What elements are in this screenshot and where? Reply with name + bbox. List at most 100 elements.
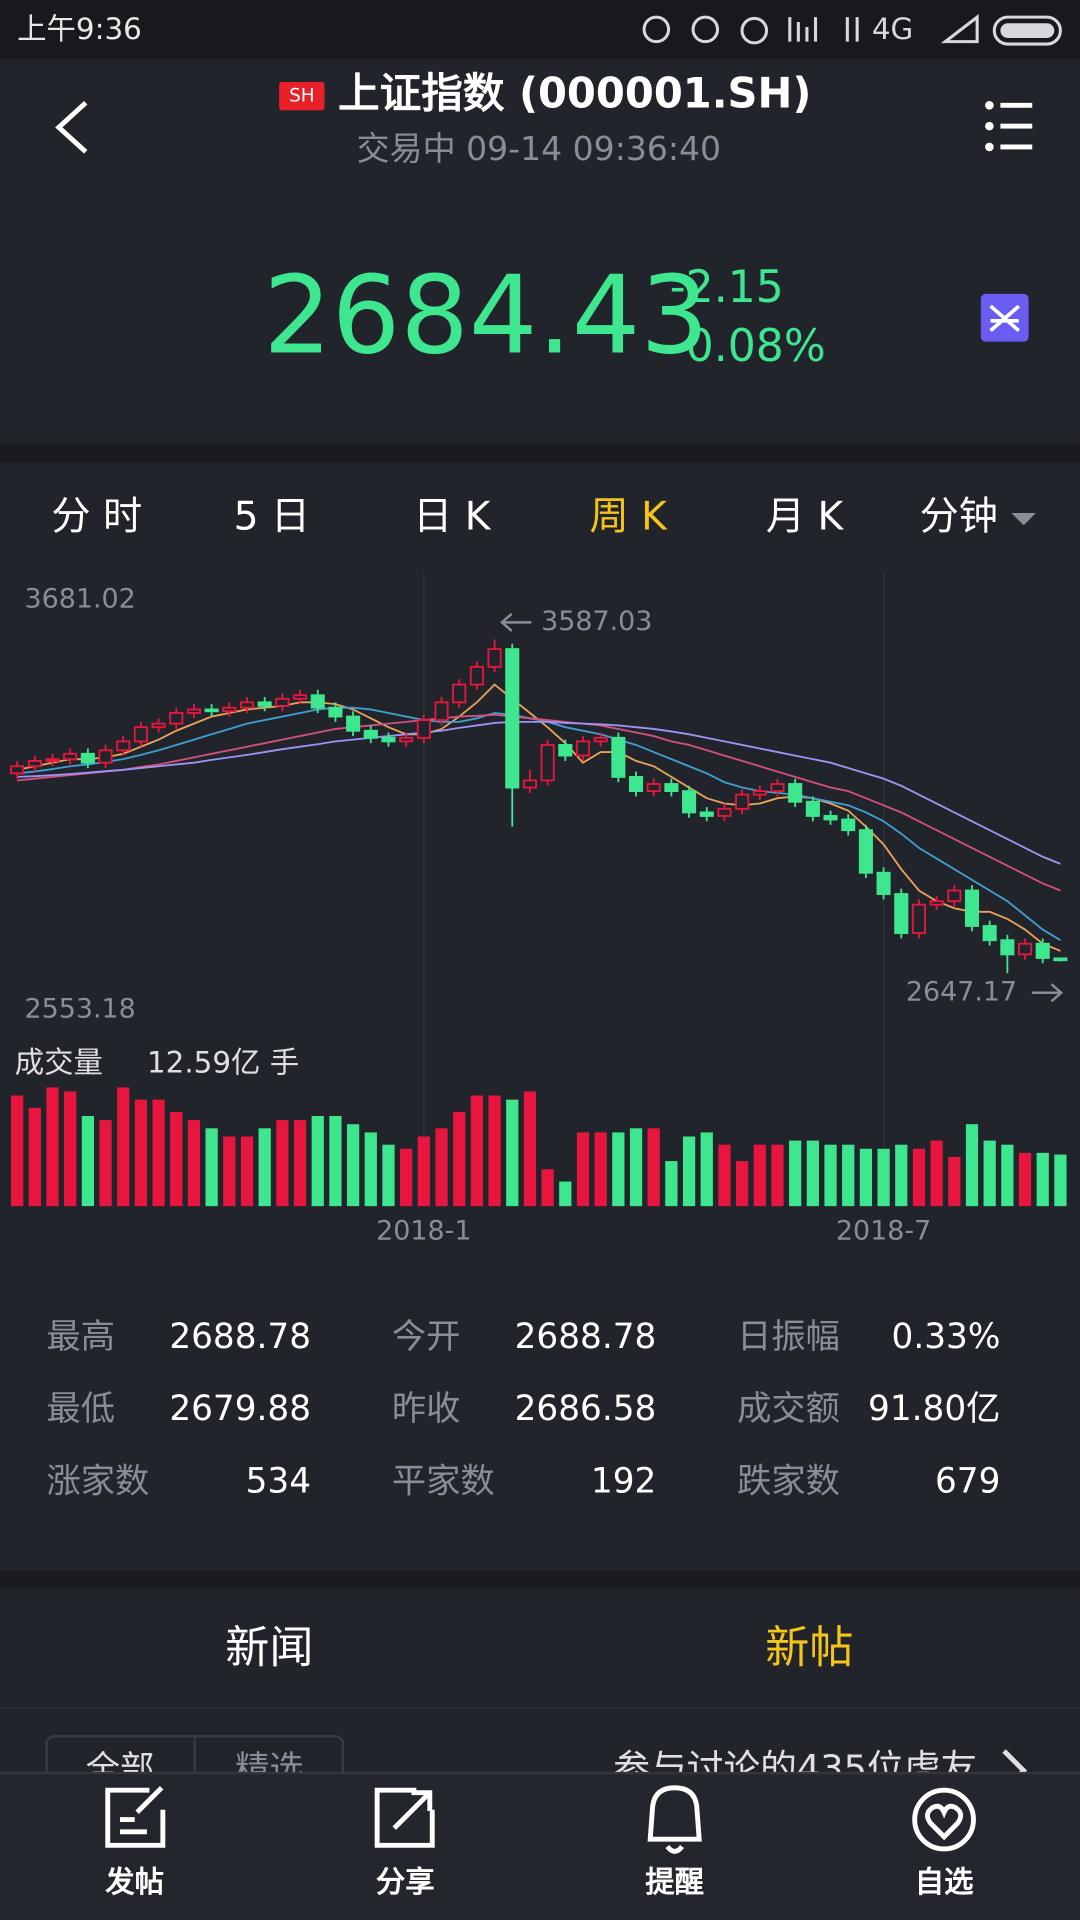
volume-bar [859, 1148, 873, 1207]
candle-body [682, 790, 697, 814]
stat-label: 最低 [47, 1389, 116, 1429]
volume-bar [718, 1144, 731, 1207]
volume-bar [134, 1099, 148, 1207]
candle-body [381, 736, 396, 743]
candle-body [540, 744, 555, 782]
volume-bar [682, 1136, 696, 1207]
volume-bar [576, 1132, 590, 1207]
candle-body [823, 815, 838, 821]
period-tab[interactable]: 周 K [590, 495, 669, 540]
news-tab[interactable]: 新闻 [225, 1623, 313, 1674]
menu-button[interactable] [985, 101, 1033, 152]
separator [0, 443, 1080, 463]
nav-icons [105, 1785, 976, 1854]
candle-body [964, 889, 980, 927]
candle-body [841, 818, 856, 832]
candle-body [399, 736, 414, 743]
volume-label: 成交量 [15, 1046, 103, 1080]
news-tab[interactable]: 新帖 [765, 1623, 853, 1674]
volume-bar [488, 1095, 501, 1207]
news-tabs: 新闻 新帖 [225, 1623, 853, 1674]
badge [279, 82, 325, 111]
candle-body [858, 829, 873, 874]
period-tab[interactable]: 5 日 [234, 495, 311, 540]
candle-body [275, 697, 290, 707]
separator [0, 1571, 1080, 1589]
candle-body [611, 736, 626, 778]
period-tab[interactable]: 日 K [413, 495, 492, 540]
volume-bar [983, 1140, 996, 1207]
candle-body [328, 706, 343, 718]
volume-bar [948, 1156, 961, 1207]
volume-bar [1018, 1152, 1032, 1207]
candle-body [717, 807, 732, 817]
candle-body [699, 811, 714, 817]
candle-body [346, 715, 361, 732]
candle-body [98, 749, 113, 764]
volume-bar [435, 1128, 448, 1207]
candle-body [752, 790, 767, 796]
change: -2.15 [670, 262, 784, 313]
volume-bar [506, 1099, 519, 1207]
candle-body [947, 889, 962, 903]
bottom-nav [0, 1773, 1080, 1920]
change-pct: -0.08% [670, 321, 826, 372]
stat-label: 今开 [392, 1317, 461, 1357]
back-button[interactable] [55, 101, 88, 154]
period-tab[interactable]: 月 K [766, 495, 845, 540]
volume-bar [629, 1128, 643, 1207]
volume-bar [346, 1124, 360, 1207]
volume-bar [523, 1091, 537, 1207]
candle-body [10, 765, 25, 775]
volume-bar [665, 1161, 678, 1207]
ma-line [17, 713, 1061, 892]
candle-body [770, 783, 785, 793]
volume-bar [11, 1095, 24, 1207]
volume-bar [329, 1116, 342, 1207]
stat-value: 2688.78 [515, 1317, 657, 1357]
candle-body [1000, 939, 1015, 956]
nav-item[interactable]: 发帖 [105, 1865, 164, 1899]
status-icons [642, 14, 1062, 46]
network: 4G [872, 12, 913, 46]
candle-body [416, 719, 431, 739]
candle-body [505, 648, 520, 789]
candle-body [310, 694, 325, 709]
candle-body [80, 752, 95, 764]
volume-bar [293, 1120, 307, 1207]
volume-bar [205, 1128, 218, 1207]
subtitle: 交易中 09-14 09:36:40 [356, 129, 721, 168]
filter-row: 全部 精选 参与讨论的435位虎友 [45, 1735, 1028, 1790]
period-tab[interactable]: 分 时 [51, 495, 142, 540]
candle-body [293, 694, 308, 700]
volume-bar [559, 1181, 572, 1207]
volume-bar [170, 1111, 183, 1207]
price: 2684.43 [263, 254, 709, 379]
volume-bar [1036, 1152, 1049, 1207]
period-tab[interactable]: 分钟 [920, 495, 998, 540]
stat-label: 日振幅 [737, 1317, 840, 1357]
nav-item[interactable]: 提醒 [645, 1865, 704, 1899]
volume-bar [647, 1128, 660, 1207]
candle-body [646, 783, 661, 793]
candle-body [45, 758, 60, 762]
stat-value: 679 [935, 1461, 1000, 1501]
candle-body [1035, 942, 1050, 959]
volume-bar [364, 1132, 377, 1207]
candle-body [1018, 942, 1033, 956]
volume-bar [541, 1169, 554, 1207]
filter-tab[interactable]: 精选 [235, 1749, 304, 1789]
volume-bar [99, 1120, 112, 1207]
discussion-link[interactable]: 参与讨论的435位虎友 [613, 1747, 977, 1790]
stats-table: 最高 2688.78 今开 2688.78 日振幅 0.33% 最低 2679.88 昨收 268… [47, 1317, 1001, 1501]
nav-item[interactable]: 分享 [376, 1865, 435, 1899]
nav-item[interactable]: 自选 [915, 1865, 974, 1899]
x-tick-label: 2018-1 [376, 1215, 471, 1246]
dropdown-arrow [1011, 513, 1036, 526]
candle-body [487, 648, 502, 668]
filter-tab[interactable]: 全部 [86, 1749, 155, 1789]
stat-value: 2688.78 [169, 1317, 311, 1357]
stat-value: 2679.88 [169, 1389, 311, 1429]
